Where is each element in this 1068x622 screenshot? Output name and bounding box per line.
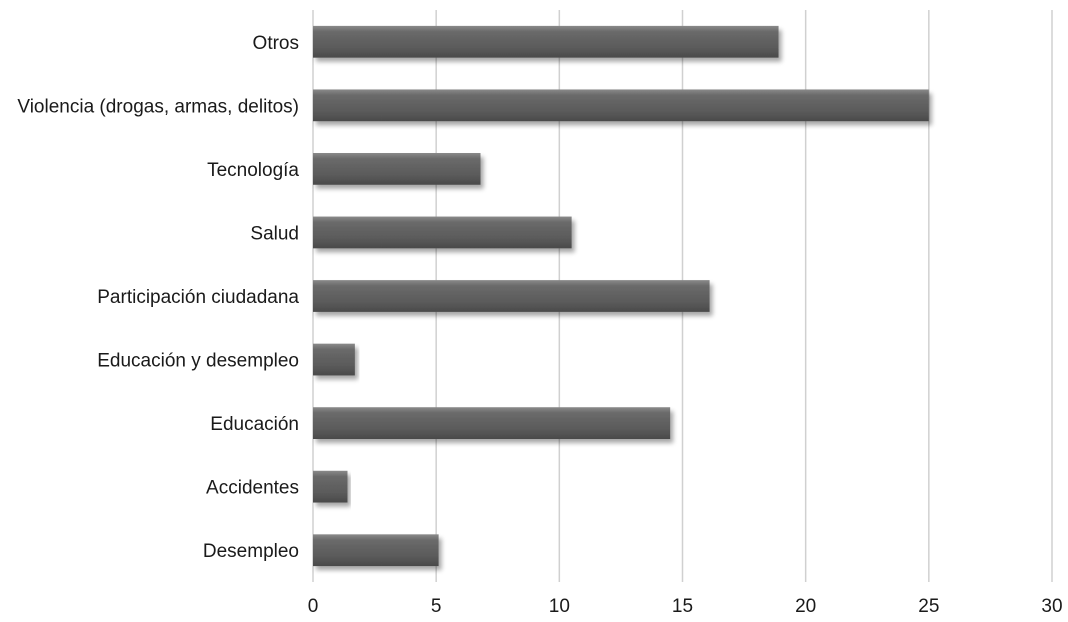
bar — [313, 216, 572, 249]
bar — [313, 280, 710, 312]
category-label: Otros — [253, 33, 299, 54]
category-label: Tecnología — [207, 160, 299, 181]
category-label: Salud — [250, 223, 299, 244]
category-label: Accidentes — [206, 478, 299, 499]
bar — [313, 407, 671, 439]
bar — [313, 25, 779, 58]
bar — [313, 343, 355, 376]
category-label: Desempleo — [203, 541, 299, 562]
category-label: Participación ciudadana — [97, 287, 299, 308]
category-label: Educación — [210, 414, 299, 435]
x-tick-label: 25 — [918, 596, 939, 617]
bar — [313, 153, 481, 185]
category-label: Educación y desempleo — [97, 351, 299, 372]
x-tick-label: 0 — [308, 596, 319, 617]
x-tick-labels: 0 5 10 15 20 25 30 — [308, 596, 1063, 617]
category-labels: Otros Violencia (drogas, armas, delitos) T… — [17, 33, 299, 562]
x-tick-label: 5 — [431, 596, 442, 617]
x-tick-label: 30 — [1041, 596, 1062, 617]
bar — [313, 470, 348, 503]
bar — [313, 534, 439, 567]
bars — [313, 25, 929, 567]
bar — [313, 89, 929, 122]
x-tick-label: 20 — [795, 596, 816, 617]
x-tick-label: 15 — [672, 596, 693, 617]
x-tick-label: 10 — [549, 596, 570, 617]
category-label: Violencia (drogas, armas, delitos) — [17, 96, 299, 117]
